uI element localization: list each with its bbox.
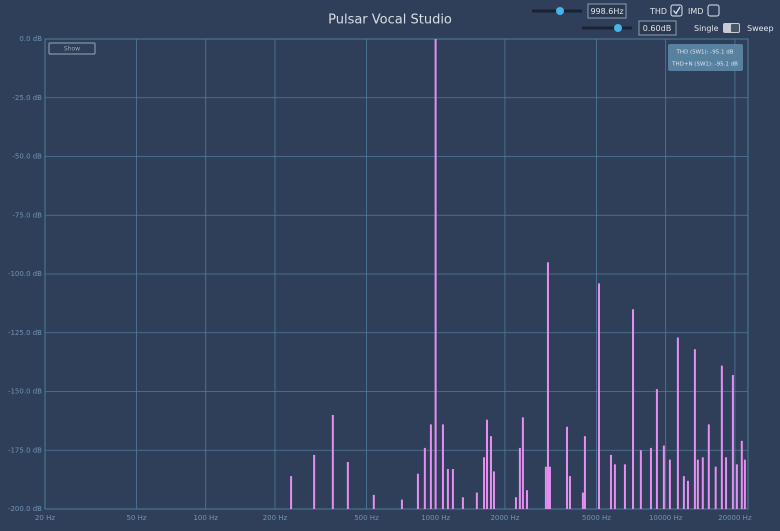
spectrum-bar	[583, 436, 586, 509]
x-tick-label: 50 Hz	[126, 514, 146, 522]
spectrum-bar	[714, 466, 717, 509]
y-tick-label: -25.0 dB	[12, 94, 42, 102]
y-tick-label: -100.0 dB	[8, 270, 42, 278]
spectrum-bar	[676, 337, 679, 509]
slider-knob[interactable]	[556, 7, 564, 15]
y-tick-label: -50.0 dB	[12, 153, 42, 161]
spectrum-bar	[346, 462, 349, 509]
chart-title: Pulsar Vocal Studio	[328, 13, 452, 28]
spectrum-bar	[429, 424, 432, 509]
spectrum-bar	[632, 309, 635, 509]
spectrum-bar	[696, 459, 699, 509]
gain-text: 0.60dB	[643, 24, 671, 33]
plot: 0.0 dB -25.0 dB -50.0 dB -75.0 dB -100.0 dB -…	[8, 35, 752, 522]
spectrum-bar	[639, 450, 642, 509]
y-tick-label: -150.0 dB	[8, 388, 42, 396]
spectrum-bar	[423, 447, 426, 509]
spectrum-bar	[686, 480, 689, 509]
spectrum-bar	[609, 454, 612, 509]
slider-knob[interactable]	[614, 24, 622, 32]
y-tick-label: -175.0 dB	[8, 446, 42, 454]
x-tick-label: 1000 Hz	[421, 514, 450, 522]
show-text: Show	[64, 46, 80, 53]
spectrum-bar	[483, 457, 486, 509]
spectrum-bar	[743, 459, 746, 509]
spectrum-bar	[598, 283, 601, 509]
imd-checkbox[interactable]	[707, 4, 720, 17]
spectrum-bar	[720, 365, 723, 509]
spectrum-bar	[662, 445, 665, 509]
imd-label: IMD	[688, 7, 703, 16]
spectrum-bar	[446, 469, 449, 509]
freq-text: 998.6Hz	[590, 7, 623, 16]
spectrum-bar	[655, 389, 658, 509]
spectrum-bar	[701, 457, 704, 509]
spectrum-bar	[441, 424, 444, 509]
spectrum-bar	[525, 490, 528, 509]
spectrum-bar	[649, 447, 652, 509]
mode-left: Single	[694, 24, 719, 33]
spectrum-bar	[290, 476, 293, 509]
spectrum-bar	[313, 454, 316, 509]
thd-label: THD	[649, 7, 667, 16]
y-tick-label: -125.0 dB	[8, 329, 42, 337]
spectrum-bar	[521, 417, 524, 509]
readout-box	[668, 44, 743, 71]
spectrum-bar	[725, 457, 728, 509]
spectrum-bar	[485, 419, 488, 509]
freq-box[interactable]	[587, 3, 627, 19]
spectrum-bar	[546, 262, 549, 509]
spectrum-bar	[461, 497, 464, 509]
spectrum-bar	[548, 466, 551, 509]
spectrum-bar	[489, 436, 492, 509]
x-tick-label: 2000 Hz	[490, 514, 519, 522]
x-tick-label: 20000 Hz	[718, 514, 752, 522]
readout-line: THD (SW1): -95.1 dB	[675, 50, 733, 56]
spectrum-bar	[514, 497, 517, 509]
spectrum-bar	[623, 464, 626, 509]
spectrum-bar	[566, 426, 569, 509]
spectrum-bar	[451, 469, 454, 509]
spectrum-bar	[568, 476, 571, 509]
spectrum-bar	[331, 415, 334, 509]
x-tick-label: 200 Hz	[263, 514, 288, 522]
spectrum-bar	[682, 476, 685, 509]
y-tick-label: 0.0 dB	[19, 35, 42, 43]
show-button[interactable]	[48, 42, 96, 55]
spectrum-bar	[434, 39, 437, 509]
y-tick-label: -200.0 dB	[8, 505, 42, 513]
spectrum-bar	[400, 499, 403, 509]
spectrum-bar	[613, 464, 616, 509]
spectrum-bar	[475, 492, 478, 509]
y-tick-label: -75.0 dB	[12, 211, 42, 219]
check-mark	[673, 6, 681, 15]
spectrum-bar	[668, 459, 671, 509]
gain-box[interactable]	[638, 20, 677, 36]
x-tick-label: 5000 Hz	[582, 514, 611, 522]
x-tick-label: 500 Hz	[354, 514, 379, 522]
readout-line: THD+N (SW1): -95.1 dB	[671, 62, 738, 68]
spectrum-bar	[740, 440, 743, 509]
x-tick-label: 20 Hz	[35, 514, 55, 522]
spectrum-bar	[416, 473, 419, 509]
spectrum-bar	[492, 471, 495, 509]
toggle-knob	[731, 24, 739, 32]
spectrum-bar	[693, 349, 696, 509]
x-tick-label: 10000 Hz	[649, 514, 683, 522]
spectrum-bar	[518, 447, 521, 509]
spectrum-bar	[581, 492, 584, 509]
spectrum-bar	[372, 494, 375, 509]
spectrum-bar	[731, 375, 734, 509]
spectrum-bar	[544, 466, 547, 509]
spectrum-bar	[707, 424, 710, 509]
mode-right: Sweep	[747, 24, 774, 33]
spectrum-bar	[735, 464, 738, 509]
x-tick-label: 100 Hz	[193, 514, 218, 522]
thd-checkbox[interactable]	[670, 4, 683, 17]
